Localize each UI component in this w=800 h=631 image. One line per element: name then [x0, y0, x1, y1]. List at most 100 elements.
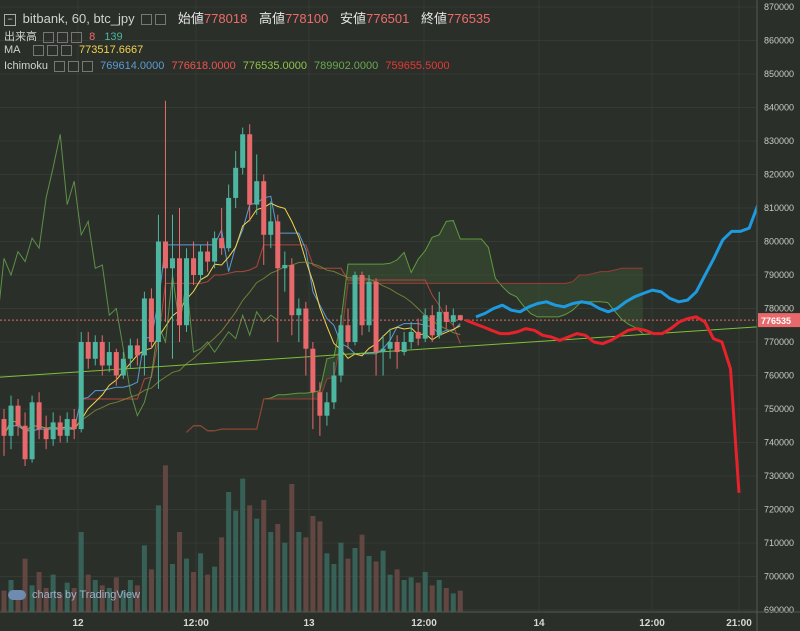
candle-body	[1, 419, 7, 436]
volume-bar	[212, 566, 218, 612]
settings-icon[interactable]	[46, 44, 58, 56]
settings-icon[interactable]	[68, 60, 80, 72]
volume-bar	[155, 505, 161, 612]
settings-icon[interactable]	[57, 31, 69, 43]
volume-bar	[401, 580, 407, 612]
volume-bar	[254, 518, 260, 612]
candle-body	[415, 331, 421, 339]
eye-icon[interactable]	[43, 31, 55, 43]
current-price-label: 776535	[761, 316, 791, 326]
close-icon[interactable]	[60, 44, 72, 56]
y-tick-label: 860000	[764, 36, 794, 46]
candle-body	[212, 238, 218, 262]
volume-bar	[282, 542, 288, 612]
candle-body	[134, 345, 140, 356]
candle-body	[92, 342, 98, 359]
candle-body	[155, 241, 161, 342]
volume-bar	[106, 588, 112, 612]
candle-body	[401, 342, 407, 353]
volume-value-2: 139	[104, 31, 123, 43]
volume-bar	[205, 574, 211, 612]
volume-bar	[345, 558, 351, 612]
candle-body	[205, 251, 211, 262]
eye-icon[interactable]	[32, 44, 44, 56]
eye-icon[interactable]	[141, 14, 153, 26]
candle-body	[184, 258, 190, 326]
x-tick-label: 14	[533, 618, 545, 629]
volume-bar	[387, 574, 393, 612]
volume-bar	[113, 577, 119, 612]
volume-bar	[184, 558, 190, 612]
collapse-icon[interactable]: −	[4, 13, 16, 26]
candle-body	[233, 167, 239, 198]
volume-bar	[394, 569, 400, 612]
volume-legend: 出来高 8 139	[4, 28, 123, 44]
y-tick-label: 770000	[764, 337, 794, 347]
symbol-title: bitbank, 60, btc_jpy	[22, 11, 135, 26]
eye-icon[interactable]	[54, 60, 66, 72]
volume-bar	[408, 577, 414, 612]
volume-bar	[289, 484, 295, 612]
volume-bar	[148, 569, 154, 612]
y-tick-label: 820000	[764, 170, 794, 180]
y-tick-label: 800000	[764, 237, 794, 247]
volume-bar	[134, 585, 140, 612]
close-icon[interactable]	[82, 60, 94, 72]
volume-label: 出来高	[4, 31, 37, 43]
y-tick-label: 840000	[764, 103, 794, 113]
volume-bar	[29, 585, 35, 612]
y-tick-label: 700000	[764, 572, 794, 582]
volume-bar	[43, 588, 49, 612]
volume-bar	[429, 585, 435, 612]
candle-body	[226, 197, 232, 249]
candle-body	[352, 275, 358, 342]
volume-bar	[127, 580, 133, 612]
volume-bar	[359, 534, 365, 612]
candle-body	[113, 352, 119, 376]
tradingview-watermark[interactable]: charts by TradingView	[8, 589, 140, 601]
volume-bar	[268, 532, 274, 612]
volume-bar	[57, 593, 63, 612]
candle-body	[394, 342, 400, 353]
candle-body	[366, 281, 372, 326]
y-tick-label: 790000	[764, 270, 794, 280]
candle-body	[429, 315, 435, 336]
volume-bar	[36, 572, 42, 612]
ma-label: MA	[4, 44, 20, 56]
candle-body	[303, 308, 309, 349]
y-tick-label: 710000	[764, 538, 794, 548]
ichimoku-legend: Ichimoku 769614.0000 776618.0000 776535.…	[4, 60, 450, 72]
settings-icon[interactable]	[155, 14, 167, 26]
grid-lines	[0, 6, 757, 611]
volume-bar	[436, 580, 442, 612]
ma-value: 773517.6667	[79, 44, 144, 56]
candle-body	[261, 181, 267, 235]
x-tick-label: 12:00	[411, 618, 437, 629]
candle-body	[240, 134, 246, 168]
candle-body	[324, 402, 330, 416]
y-tick-label: 690000	[764, 605, 794, 615]
volume-bar	[310, 516, 316, 612]
volume-bar	[219, 537, 225, 612]
volume-bar	[443, 588, 449, 612]
candle-body	[373, 281, 379, 353]
volume-bar	[92, 580, 98, 612]
current-price-tag	[758, 313, 800, 328]
candle-body	[106, 352, 112, 366]
candle-body	[450, 315, 456, 322]
y-tick-label: 850000	[764, 69, 794, 79]
candle-body	[57, 422, 63, 436]
volume-bars	[1, 465, 463, 612]
volume-bar	[352, 548, 358, 612]
close-icon[interactable]	[71, 31, 83, 43]
candle-body	[457, 315, 463, 321]
volume-bar	[99, 585, 105, 612]
volume-bar	[457, 590, 463, 612]
volume-bar	[415, 582, 421, 612]
candle-body	[275, 221, 281, 269]
candle-body	[310, 348, 316, 393]
volume-bar	[303, 537, 309, 612]
candle-body	[443, 311, 449, 322]
ichimoku-value-4: 789902.0000	[314, 60, 379, 72]
volume-bar	[22, 558, 28, 612]
